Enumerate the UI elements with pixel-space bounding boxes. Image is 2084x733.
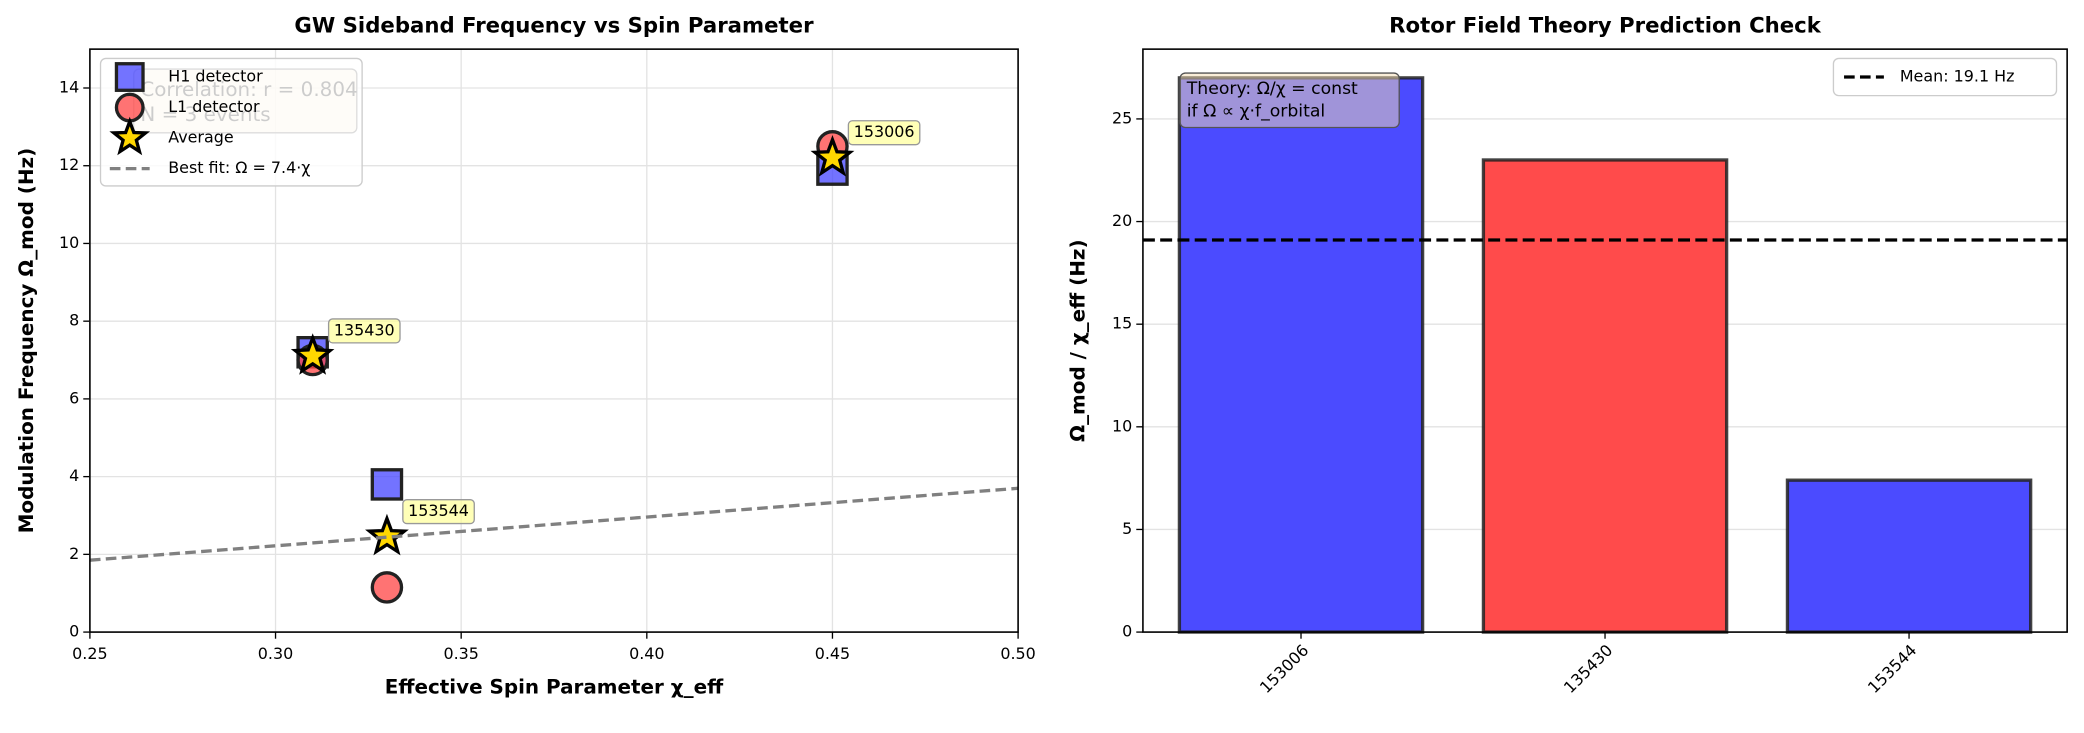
x-tick-label: 153544 bbox=[1864, 641, 1920, 697]
bar bbox=[1481, 158, 1729, 634]
x-tick-label: 0.50 bbox=[1000, 644, 1035, 663]
x-tick-label: 0.40 bbox=[629, 644, 664, 663]
y-tick-label: 4 bbox=[69, 466, 79, 485]
marker-star bbox=[290, 333, 335, 375]
point-label-box bbox=[847, 120, 921, 146]
chart-title: Rotor Field Theory Prediction Check bbox=[1389, 14, 1822, 39]
marker-square bbox=[370, 468, 404, 501]
y-tick-label: 10 bbox=[1112, 416, 1132, 435]
fit-line bbox=[89, 486, 1019, 562]
legend-box bbox=[1832, 57, 2058, 97]
y-axis-label: Ω_mod / χ_eff (Hz) bbox=[1067, 239, 1090, 441]
y-tick-label: 8 bbox=[69, 311, 79, 330]
x-axis-label: Effective Spin Parameter χ_eff bbox=[385, 675, 724, 698]
y-tick-label: 15 bbox=[1112, 314, 1132, 333]
x-tick-label: 0.35 bbox=[443, 644, 478, 663]
x-tick-label: 0.30 bbox=[258, 644, 293, 663]
point-label-box bbox=[327, 318, 401, 344]
y-tick-label: 20 bbox=[1112, 211, 1132, 230]
bar bbox=[1177, 76, 1425, 634]
point-label: 135430 bbox=[334, 320, 395, 339]
axes-frame bbox=[89, 48, 1019, 633]
marker-square bbox=[114, 62, 145, 92]
legend-label: H1 detector bbox=[168, 67, 263, 86]
point-label-box bbox=[402, 499, 475, 525]
point-label: 153544 bbox=[408, 501, 469, 520]
marker-star bbox=[365, 513, 409, 556]
x-tick-label: 0.25 bbox=[72, 644, 107, 663]
legend-label: Average bbox=[168, 128, 233, 147]
y-tick-label: 5 bbox=[1122, 519, 1132, 538]
y-tick-label: 2 bbox=[69, 544, 79, 563]
chart-title: GW Sideband Frequency vs Spin Parameter bbox=[294, 14, 814, 39]
y-tick-label: 0 bbox=[1122, 622, 1132, 641]
legend-label: Mean: 19.1 Hz bbox=[1900, 67, 2015, 86]
y-tick-label: 10 bbox=[59, 233, 79, 252]
y-axis-label: Modulation Frequency Ω_mod (Hz) bbox=[15, 148, 38, 534]
x-tick-label: 153006 bbox=[1256, 641, 1312, 697]
point-label: 153006 bbox=[854, 122, 915, 141]
legend-box bbox=[99, 57, 363, 187]
marker-circle bbox=[370, 571, 404, 604]
y-tick-label: 25 bbox=[1112, 108, 1132, 127]
marker-star bbox=[109, 116, 151, 156]
annotation-text: Theory: Ω/χ = const bbox=[1186, 79, 1358, 99]
x-tick-label: 135430 bbox=[1560, 641, 1616, 697]
legend-label: Best fit: Ω = 7.4·χ bbox=[168, 158, 310, 177]
bar bbox=[1785, 478, 2033, 634]
y-tick-label: 12 bbox=[59, 155, 79, 174]
marker-star bbox=[810, 134, 855, 177]
y-tick-label: 6 bbox=[69, 388, 79, 407]
axes-frame bbox=[1142, 48, 2068, 633]
annotation-box bbox=[1179, 72, 1400, 129]
y-tick-label: 14 bbox=[59, 77, 79, 96]
annotation-text: if Ω ∝ χ·f_orbital bbox=[1187, 102, 1325, 122]
x-tick-label: 0.45 bbox=[815, 644, 850, 663]
y-tick-label: 0 bbox=[69, 622, 79, 641]
legend-label: L1 detector bbox=[168, 97, 260, 116]
